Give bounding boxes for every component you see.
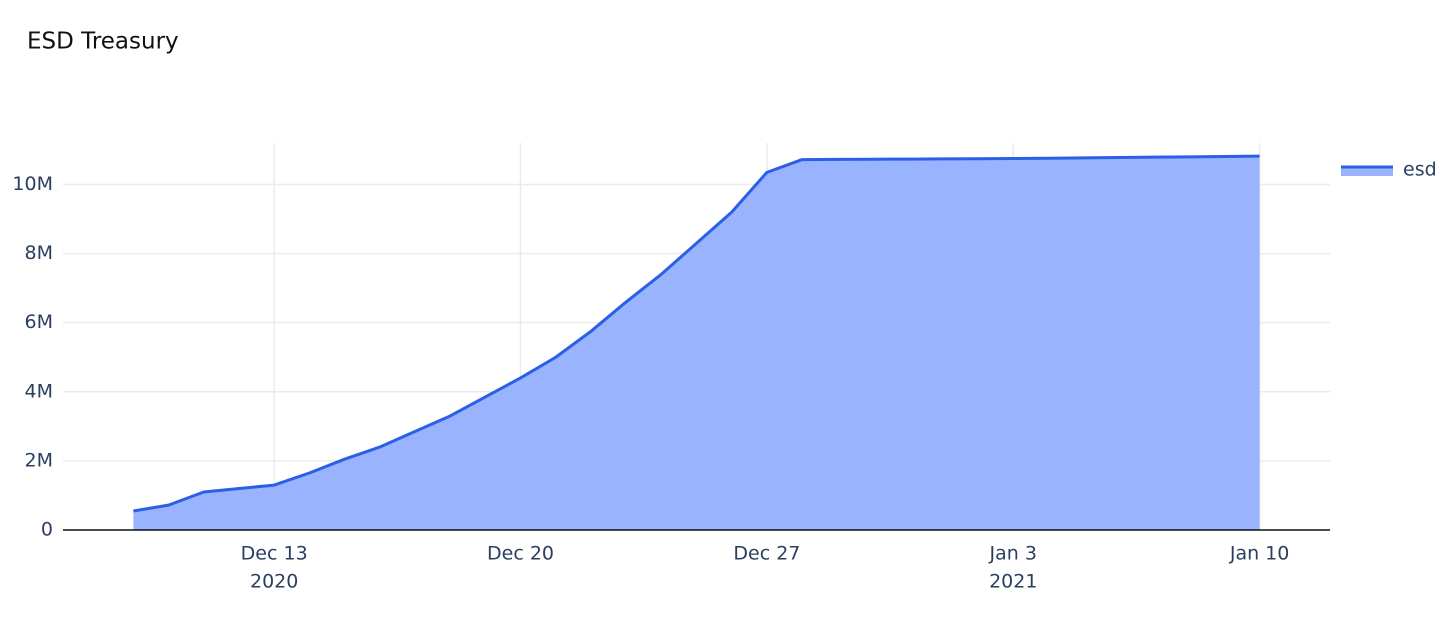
x-tick-label: Jan 3 (989, 543, 1037, 565)
legend-swatch (1341, 167, 1393, 176)
x-tick-label: Dec 20 (487, 543, 554, 565)
y-tick-label: 8M (25, 242, 53, 264)
x-tick-label: Dec 13 (241, 543, 308, 565)
x-tick-year: 2021 (989, 571, 1037, 593)
x-tick-label: Jan 10 (1229, 543, 1290, 565)
y-tick-label: 10M (12, 173, 53, 195)
x-tick-label: Dec 27 (733, 543, 800, 565)
legend-label: esd (1403, 159, 1437, 181)
y-tick-label: 0 (41, 519, 53, 541)
y-tick-label: 4M (25, 380, 53, 402)
x-tick-year: 2020 (250, 571, 298, 593)
area-fill (133, 156, 1260, 530)
y-tick-label: 6M (25, 311, 53, 333)
chart-title: ESD Treasury (27, 29, 179, 55)
y-tick-label: 2M (25, 449, 53, 471)
area-line (133, 154, 1260, 513)
